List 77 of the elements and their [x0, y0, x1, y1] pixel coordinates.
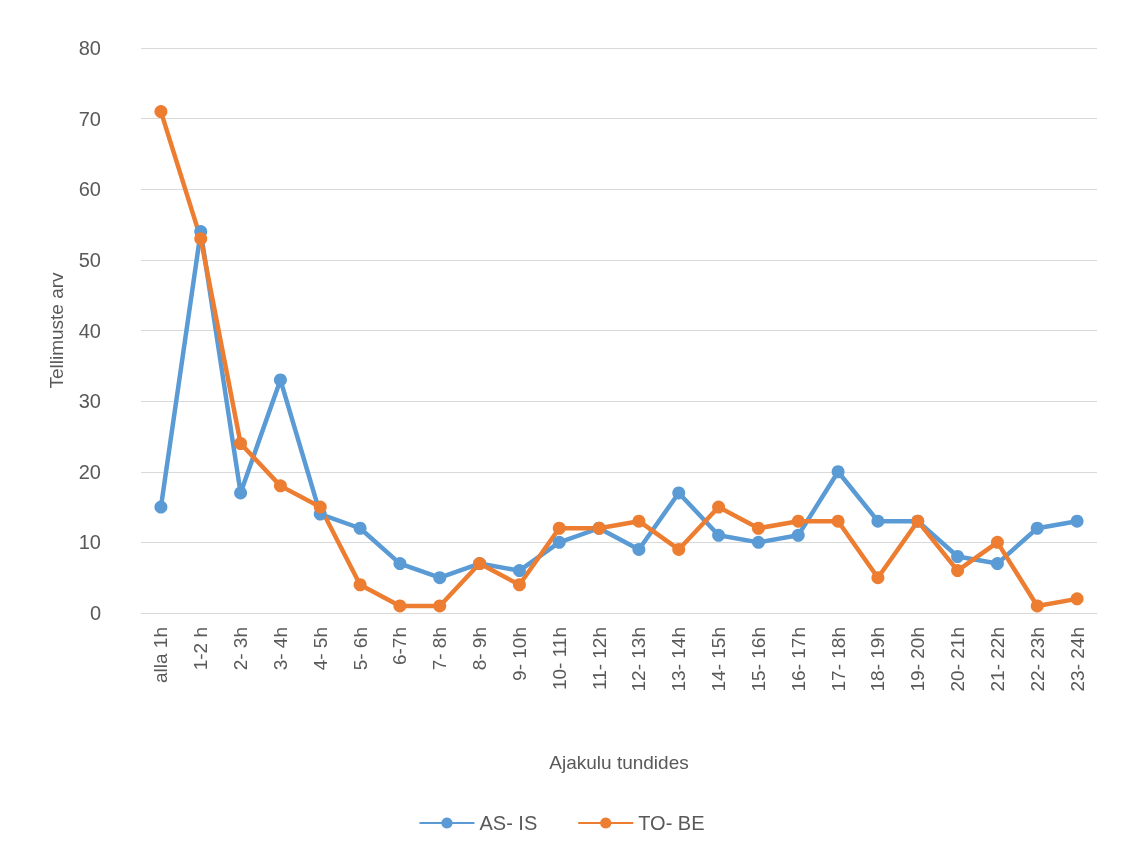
x-tick-label: 21- 22h: [986, 627, 1008, 692]
x-tick-label: 22- 23h: [1026, 627, 1048, 692]
y-tick-label: 40: [78, 319, 101, 342]
point: [393, 599, 407, 613]
x-tick-label: 15- 16h: [747, 627, 769, 692]
y-tick-label: 60: [78, 178, 101, 201]
x-tick-label: 2- 3h: [230, 627, 252, 671]
point: [831, 465, 845, 479]
point: [751, 535, 765, 549]
x-tick-label: 5- 6h: [349, 627, 371, 671]
point: [433, 571, 447, 585]
y-tick-label: 70: [78, 107, 101, 130]
point: [353, 578, 367, 592]
point: [194, 232, 208, 246]
y-tick-label: 0: [89, 602, 101, 624]
x-tick-label: 23- 24h: [1066, 627, 1088, 692]
point: [154, 500, 168, 514]
point: [871, 571, 885, 585]
x-tick-label: 7- 8h: [429, 627, 451, 671]
point: [791, 528, 805, 542]
point: [632, 542, 646, 556]
legend-label: AS- IS: [479, 812, 538, 834]
point: [433, 599, 447, 613]
x-tick-label: 4- 5h: [309, 627, 331, 671]
x-tick-label: 19- 20h: [907, 627, 929, 692]
x-tick-label: 9- 10h: [508, 627, 530, 681]
x-axis-title: Ajakulu tundides: [549, 752, 689, 773]
point: [951, 564, 965, 578]
point: [831, 514, 845, 528]
x-tick-label: 8- 9h: [469, 627, 491, 671]
point: [552, 535, 566, 549]
point: [791, 514, 805, 528]
y-tick-label: 50: [78, 248, 101, 271]
x-tick-label: 11- 12h: [588, 627, 610, 691]
point: [712, 528, 726, 542]
point: [1070, 592, 1084, 606]
x-tick-label: 3- 4h: [269, 627, 291, 671]
point: [751, 521, 765, 535]
x-tick-label: alla 1h: [150, 627, 172, 683]
point: [990, 557, 1004, 571]
x-tick-label: 10- 11h: [548, 627, 570, 691]
point: [273, 373, 287, 387]
x-tick-label: 18- 19h: [867, 627, 889, 692]
x-tick-label: 16- 17h: [787, 627, 809, 692]
point: [712, 500, 726, 514]
x-tick-label: 1-2 h: [190, 627, 212, 671]
y-tick-label: 80: [78, 37, 101, 59]
point: [552, 521, 566, 535]
y-tick-label: 10: [78, 531, 101, 554]
x-tick-label: 6-7h: [389, 627, 411, 666]
point: [990, 535, 1004, 549]
point: [632, 514, 646, 528]
point: [1030, 599, 1044, 613]
point: [871, 514, 885, 528]
point: [154, 105, 168, 119]
point: [393, 557, 407, 571]
point: [1070, 514, 1084, 528]
x-tick-label: 20- 21h: [947, 627, 969, 692]
legend-label: TO- BE: [638, 812, 705, 834]
x-tick-label: 17- 18h: [827, 627, 849, 692]
y-tick-label: 30: [78, 390, 101, 413]
x-tick-label: 13- 14h: [668, 627, 690, 692]
point: [951, 550, 965, 563]
y-tick-label: 20: [78, 460, 101, 483]
x-tick-label: 14- 15h: [708, 627, 730, 692]
point: [353, 521, 367, 535]
point: [273, 479, 287, 493]
point: [672, 542, 686, 556]
point: [313, 500, 327, 514]
point: [512, 578, 526, 592]
point: [512, 564, 526, 578]
y-axis-title: Tellimuste arv: [46, 271, 67, 389]
point: [234, 486, 248, 500]
point: [672, 486, 686, 500]
point: [1030, 521, 1044, 535]
point: [234, 437, 248, 450]
x-tick-label: 12- 13h: [628, 627, 650, 692]
